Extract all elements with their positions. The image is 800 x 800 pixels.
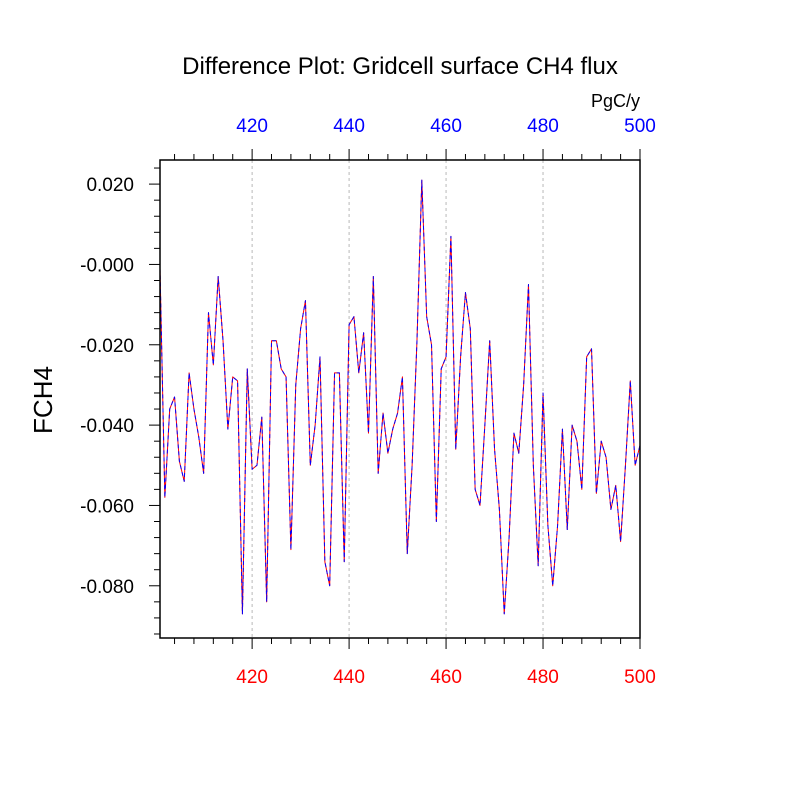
chart-title: Difference Plot: Gridcell surface CH4 fl…	[182, 53, 618, 80]
y-tick-label: -0.060	[80, 496, 134, 517]
axis-ticks	[149, 149, 641, 649]
y-tick-label: 0.020	[86, 175, 134, 196]
x-tick-label-top: 500	[624, 116, 656, 137]
x-tick-label-top: 480	[527, 116, 559, 137]
y-tick-label: -0.000	[80, 255, 134, 276]
y-tick-label: -0.020	[80, 336, 134, 357]
x-tick-label-top: 420	[236, 116, 268, 137]
series-line-2	[159, 179, 641, 615]
grid-lines	[251, 160, 544, 638]
x-tick-label-bottom: 500	[624, 667, 656, 688]
series-lines	[159, 179, 641, 615]
y-axis-label: FCH4	[28, 366, 58, 434]
y-tick-label: -0.080	[80, 577, 134, 598]
plot-frame	[159, 159, 641, 639]
x-tick-label-bottom: 420	[236, 667, 268, 688]
y-tick-label: -0.040	[80, 416, 134, 437]
x-tick-label-top: 460	[430, 116, 462, 137]
units-label: PgC/y	[591, 91, 640, 111]
tick-labels: 420 420 440 440 460 460 480 480 500 500 0.020 -0.00…	[80, 116, 656, 688]
x-tick-label-bottom: 480	[527, 667, 559, 688]
series-line-1	[159, 179, 641, 615]
x-tick-label-bottom: 460	[430, 667, 462, 688]
x-tick-label-top: 440	[333, 116, 365, 137]
x-tick-label-bottom: 440	[333, 667, 365, 688]
